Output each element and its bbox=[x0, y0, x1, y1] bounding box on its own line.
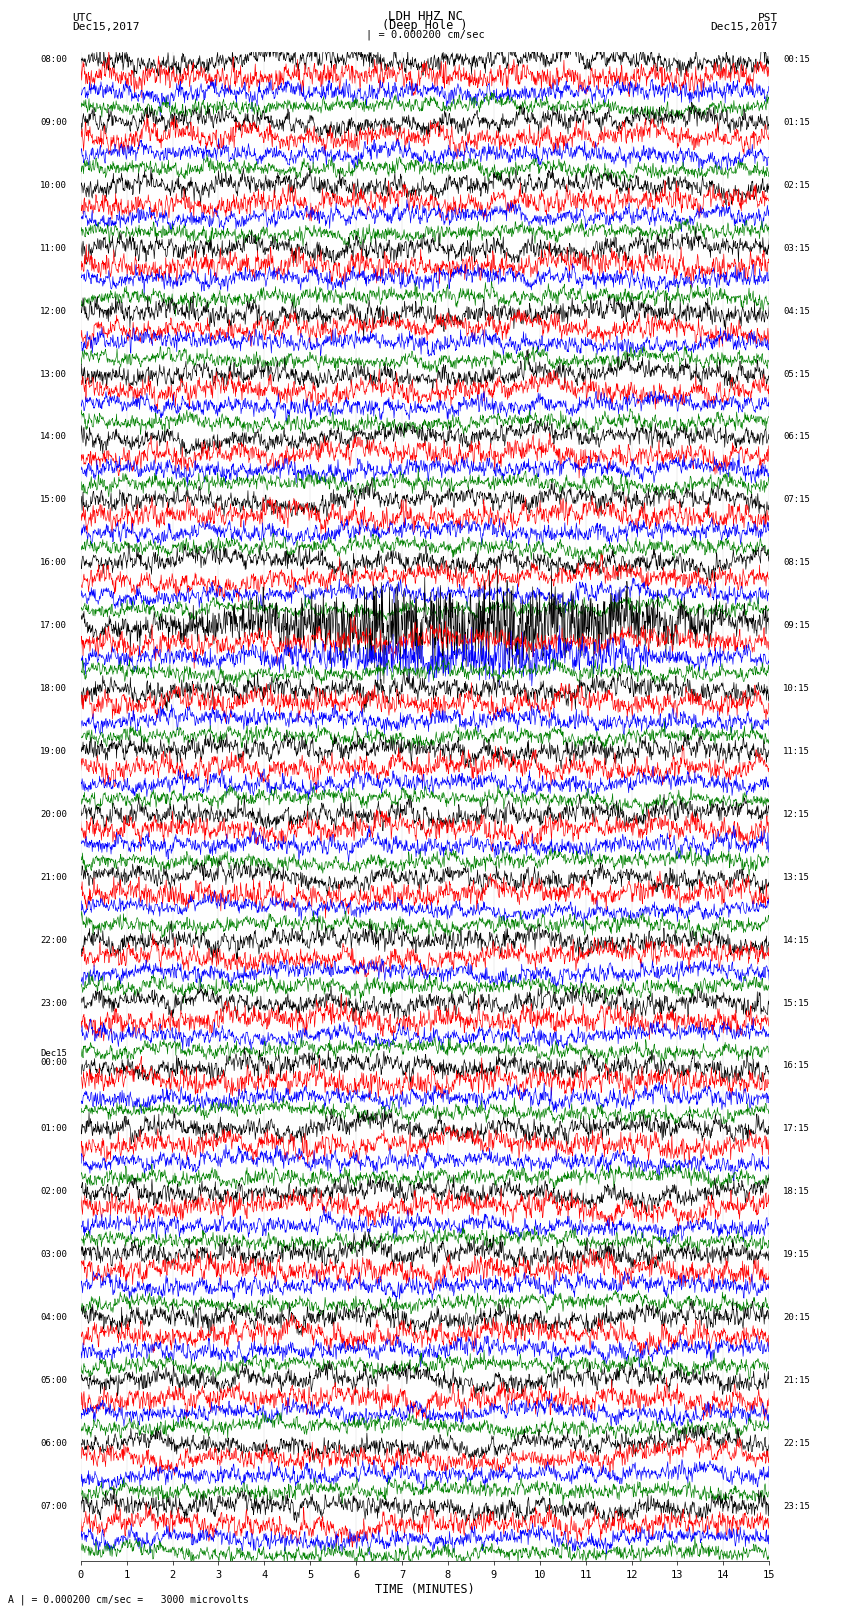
Text: 09:00: 09:00 bbox=[40, 118, 67, 127]
Text: 04:00: 04:00 bbox=[40, 1313, 67, 1323]
Text: 14:15: 14:15 bbox=[783, 936, 810, 945]
Text: 20:00: 20:00 bbox=[40, 810, 67, 819]
Text: 07:15: 07:15 bbox=[783, 495, 810, 505]
Text: 20:15: 20:15 bbox=[783, 1313, 810, 1323]
Text: LDH HHZ NC: LDH HHZ NC bbox=[388, 10, 462, 23]
Text: 15:15: 15:15 bbox=[783, 998, 810, 1008]
Text: 02:00: 02:00 bbox=[40, 1187, 67, 1197]
Text: 08:00: 08:00 bbox=[40, 55, 67, 65]
Text: 15:00: 15:00 bbox=[40, 495, 67, 505]
Text: 09:15: 09:15 bbox=[783, 621, 810, 631]
Text: 13:00: 13:00 bbox=[40, 369, 67, 379]
Text: 23:00: 23:00 bbox=[40, 998, 67, 1008]
Text: 03:00: 03:00 bbox=[40, 1250, 67, 1260]
Text: 08:15: 08:15 bbox=[783, 558, 810, 568]
Text: 06:15: 06:15 bbox=[783, 432, 810, 442]
Text: 03:15: 03:15 bbox=[783, 244, 810, 253]
Text: 13:15: 13:15 bbox=[783, 873, 810, 882]
Text: 11:15: 11:15 bbox=[783, 747, 810, 756]
Text: 05:15: 05:15 bbox=[783, 369, 810, 379]
Text: 05:00: 05:00 bbox=[40, 1376, 67, 1386]
Text: Dec15,2017: Dec15,2017 bbox=[72, 23, 139, 32]
Text: 00:15: 00:15 bbox=[783, 55, 810, 65]
Text: 01:00: 01:00 bbox=[40, 1124, 67, 1134]
Text: UTC: UTC bbox=[72, 13, 93, 23]
Text: PST: PST bbox=[757, 13, 778, 23]
Text: 01:15: 01:15 bbox=[783, 118, 810, 127]
Text: 04:15: 04:15 bbox=[783, 306, 810, 316]
Text: 22:15: 22:15 bbox=[783, 1439, 810, 1448]
X-axis label: TIME (MINUTES): TIME (MINUTES) bbox=[375, 1584, 475, 1597]
Text: 00:00: 00:00 bbox=[40, 1058, 67, 1068]
Text: 21:15: 21:15 bbox=[783, 1376, 810, 1386]
Text: A | = 0.000200 cm/sec =   3000 microvolts: A | = 0.000200 cm/sec = 3000 microvolts bbox=[8, 1594, 249, 1605]
Text: 12:15: 12:15 bbox=[783, 810, 810, 819]
Text: 19:00: 19:00 bbox=[40, 747, 67, 756]
Text: Dec15: Dec15 bbox=[40, 1048, 67, 1058]
Text: 12:00: 12:00 bbox=[40, 306, 67, 316]
Text: 17:15: 17:15 bbox=[783, 1124, 810, 1134]
Text: 14:00: 14:00 bbox=[40, 432, 67, 442]
Text: 17:00: 17:00 bbox=[40, 621, 67, 631]
Text: 02:15: 02:15 bbox=[783, 181, 810, 190]
Text: 10:15: 10:15 bbox=[783, 684, 810, 694]
Text: (Deep Hole ): (Deep Hole ) bbox=[382, 19, 468, 32]
Text: 21:00: 21:00 bbox=[40, 873, 67, 882]
Text: 16:15: 16:15 bbox=[783, 1061, 810, 1071]
Text: 07:00: 07:00 bbox=[40, 1502, 67, 1511]
Text: 10:00: 10:00 bbox=[40, 181, 67, 190]
Text: 16:00: 16:00 bbox=[40, 558, 67, 568]
Text: 18:15: 18:15 bbox=[783, 1187, 810, 1197]
Text: 23:15: 23:15 bbox=[783, 1502, 810, 1511]
Text: 11:00: 11:00 bbox=[40, 244, 67, 253]
Text: 22:00: 22:00 bbox=[40, 936, 67, 945]
Text: 06:00: 06:00 bbox=[40, 1439, 67, 1448]
Text: Dec15,2017: Dec15,2017 bbox=[711, 23, 778, 32]
Text: 18:00: 18:00 bbox=[40, 684, 67, 694]
Text: 19:15: 19:15 bbox=[783, 1250, 810, 1260]
Text: | = 0.000200 cm/sec: | = 0.000200 cm/sec bbox=[366, 29, 484, 40]
